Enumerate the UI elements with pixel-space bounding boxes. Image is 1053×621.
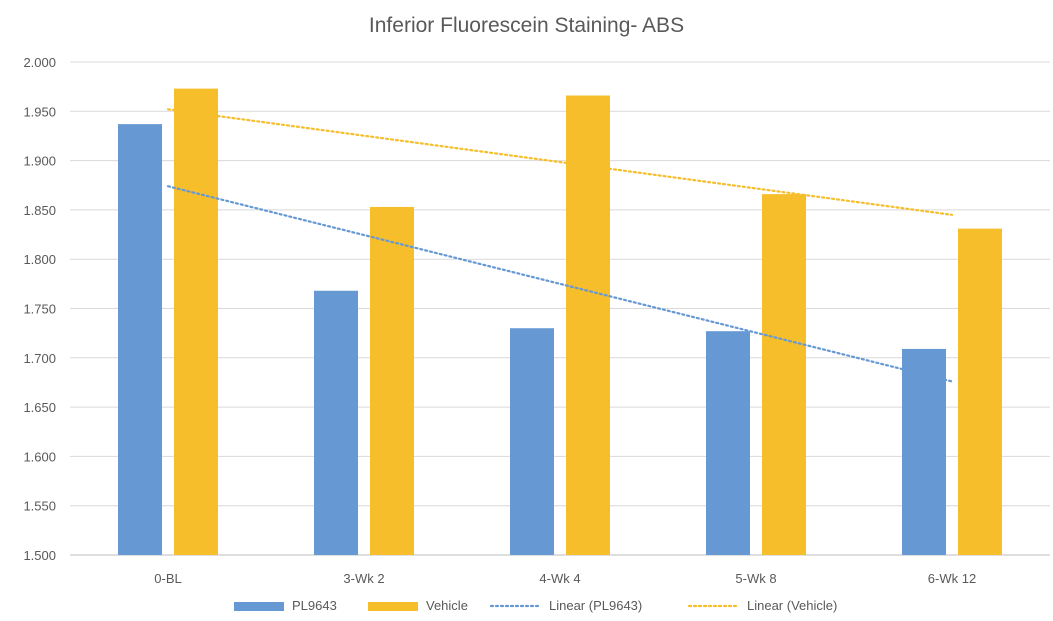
bar-pl9643-0 <box>118 124 162 556</box>
y-axis-ticks: 1.500 1.550 1.600 1.650 1.700 1.750 1.800 1.850… <box>23 55 56 563</box>
legend-label-linear-vehicle: Linear (Vehicle) <box>747 598 837 613</box>
bar-vehicle-0 <box>174 88 218 555</box>
legend-label-vehicle: Vehicle <box>426 598 468 613</box>
bar-vehicle-4 <box>958 228 1002 555</box>
x-axis-ticks: 0-BL 3-Wk 2 4-Wk 4 5-Wk 8 6-Wk 12 <box>154 571 976 586</box>
bar-vehicle-1 <box>370 206 414 555</box>
y-tick-label: 1.600 <box>23 449 56 464</box>
y-tick-label: 1.650 <box>23 400 56 415</box>
bar-pl9643-3 <box>706 331 750 555</box>
legend: PL9643 Vehicle Linear (PL9643) Linear (Vehi… <box>234 598 837 613</box>
y-tick-label: 1.850 <box>23 203 56 218</box>
chart-title: Inferior Fluorescein Staining- ABS <box>368 14 685 37</box>
y-tick-label: 1.500 <box>23 548 56 563</box>
x-tick-label: 0-BL <box>154 571 181 586</box>
bar-vehicle-3 <box>762 194 806 555</box>
x-tick-label: 5-Wk 8 <box>735 571 776 586</box>
y-tick-label: 1.700 <box>23 351 56 366</box>
trendline-linear-pl9643 <box>166 185 954 383</box>
bar-pl9643-4 <box>902 348 946 555</box>
trendlines <box>166 108 954 383</box>
legend-swatch-vehicle <box>368 602 418 611</box>
trendline-linear-vehicle <box>166 108 954 216</box>
y-tick-label: 2.000 <box>23 55 56 70</box>
y-tick-label: 1.550 <box>23 499 56 514</box>
y-tick-label: 1.750 <box>23 302 56 317</box>
x-tick-label: 3-Wk 2 <box>343 571 384 586</box>
bar-pl9643-1 <box>314 290 358 555</box>
gridlines <box>70 61 1050 556</box>
legend-label-linear-pl9643: Linear (PL9643) <box>549 598 642 613</box>
y-tick-label: 1.950 <box>23 104 56 119</box>
y-tick-label: 1.800 <box>23 252 56 267</box>
bars <box>118 88 1002 556</box>
legend-label-pl9643: PL9643 <box>292 598 337 613</box>
bar-vehicle-2 <box>566 95 610 556</box>
x-tick-label: 4-Wk 4 <box>539 571 580 586</box>
legend-swatch-pl9643 <box>234 602 284 611</box>
bar-pl9643-2 <box>510 328 554 555</box>
y-tick-label: 1.900 <box>23 154 56 169</box>
x-tick-label: 6-Wk 12 <box>928 571 976 586</box>
